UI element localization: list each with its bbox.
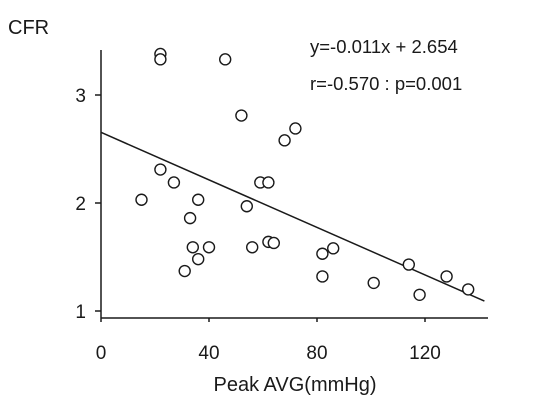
- data-point: [440, 270, 453, 283]
- data-point: [462, 283, 475, 296]
- regression-line-group: [100, 131, 485, 302]
- data-point: [235, 109, 248, 122]
- data-point: [191, 193, 205, 206]
- data-point: [178, 264, 191, 278]
- data-point: [316, 270, 329, 283]
- data-point: [240, 200, 254, 213]
- data-points: [135, 47, 475, 301]
- data-point: [154, 163, 167, 176]
- x-axis-label: Peak AVG(mmHg): [214, 374, 377, 396]
- y-tick-label: 3: [75, 86, 86, 107]
- data-point: [191, 252, 205, 266]
- data-point: [402, 258, 415, 271]
- data-point: [267, 236, 280, 250]
- y-axis-label: CFR: [8, 17, 49, 39]
- data-point: [367, 276, 380, 290]
- data-point: [316, 247, 329, 260]
- regression-equation: y=-0.011x + 2.654: [310, 36, 458, 57]
- data-point: [327, 242, 340, 255]
- data-point: [245, 241, 259, 254]
- x-tick-label: 120: [409, 343, 441, 364]
- data-point: [413, 288, 426, 301]
- data-point: [183, 211, 197, 225]
- data-point: [202, 241, 216, 254]
- data-point: [262, 176, 275, 189]
- data-point: [289, 122, 302, 135]
- x-tick-label: 0: [96, 343, 107, 364]
- x-tick-label: 40: [198, 343, 219, 364]
- y-tick-label: 2: [75, 194, 86, 215]
- data-point: [218, 53, 232, 66]
- data-point: [154, 53, 167, 66]
- y-tick-label: 1: [75, 302, 86, 323]
- data-point: [278, 134, 291, 147]
- data-point: [167, 176, 181, 189]
- axis-ticks: 0 40 80 120 1 2 3: [75, 86, 440, 364]
- correlation-stats: r=-0.570 : p=0.001: [310, 73, 462, 94]
- x-tick-label: 80: [306, 343, 327, 364]
- regression-line: [100, 131, 485, 302]
- data-point: [135, 193, 148, 206]
- data-point: [186, 241, 200, 254]
